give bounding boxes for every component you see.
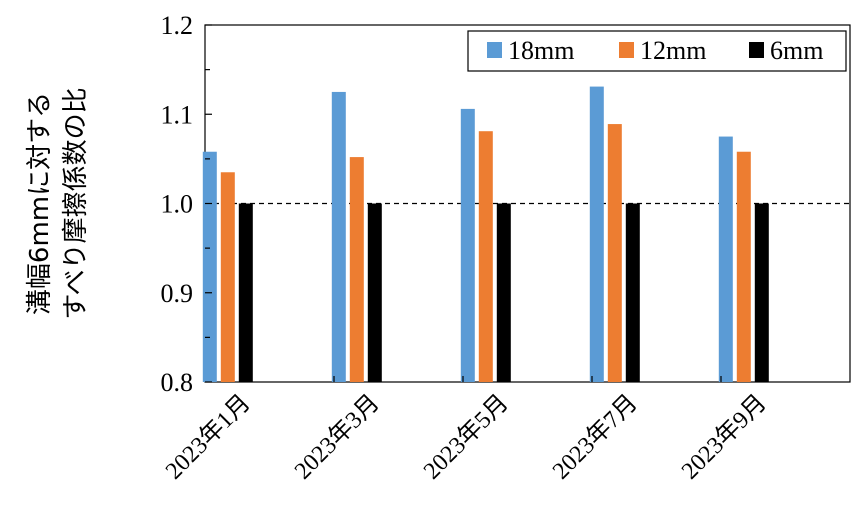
legend-label-6mm: 6mm	[770, 36, 823, 65]
y-axis-label-line: 溝幅6mmに対する	[25, 92, 55, 315]
y-tick-label: 1.1	[161, 100, 194, 129]
bar-18mm-2	[331, 91, 346, 382]
plot-border	[204, 24, 851, 383]
legend-swatch-6mm	[749, 42, 764, 58]
y-tick-label: 0.9	[161, 279, 194, 308]
x-axis: 2023年1月 2023年3月 2023年5月 2023年7月 2023年9月	[160, 376, 772, 485]
bar-6mm-5	[754, 203, 769, 382]
bar-12mm-2	[349, 157, 364, 382]
bar-6mm-3	[496, 203, 511, 382]
bar-18mm-4	[589, 86, 604, 383]
legend-label-18mm: 18mm	[508, 36, 574, 65]
bar-18mm-5	[718, 136, 733, 382]
y-tick-label: 1.2	[161, 11, 194, 40]
x-tick-label: 2023年9月	[676, 389, 771, 484]
y-axis-label-line: すべり摩擦係数の比	[61, 87, 91, 319]
legend-swatch-12mm	[619, 42, 634, 58]
y-axis: 0.8 0.9 1.0 1.1 1.2	[161, 11, 212, 397]
bar-18mm-1	[202, 151, 217, 382]
bar-18mm-3	[460, 108, 475, 383]
bars	[202, 86, 769, 383]
legend-label-12mm: 12mm	[640, 36, 706, 65]
y-tick-label: 0.8	[161, 368, 194, 397]
bar-6mm-4	[625, 203, 640, 382]
bar-6mm-2	[367, 203, 382, 382]
y-axis-label: 溝幅6mmに対する すべり摩擦係数の比	[25, 87, 91, 319]
plot-area	[204, 24, 851, 383]
x-tick-label: 2023年1月	[160, 389, 255, 484]
bar-12mm-1	[220, 172, 235, 382]
bar-12mm-5	[736, 151, 751, 382]
legend-swatch-18mm	[487, 42, 502, 58]
bar-12mm-3	[478, 131, 493, 382]
bar-12mm-4	[607, 124, 622, 382]
x-tick-label: 2023年5月	[418, 389, 513, 484]
y-tick-label: 1.0	[161, 190, 194, 219]
legend-box	[467, 30, 847, 72]
bar-6mm-1	[238, 203, 253, 382]
legend: 18mm 12mm 6mm	[467, 30, 847, 72]
x-tick-label: 2023年7月	[547, 389, 642, 484]
x-tick-label: 2023年3月	[289, 389, 384, 484]
